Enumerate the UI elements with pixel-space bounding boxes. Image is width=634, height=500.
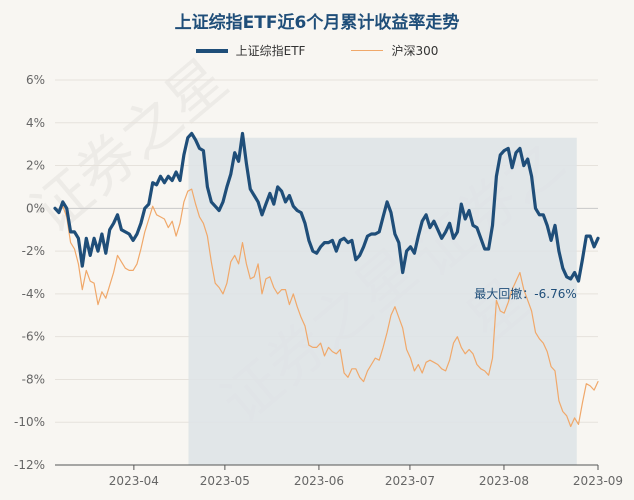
legend-label-hs300: 沪深300 <box>391 44 439 58</box>
x-tick-label: 2023-06 <box>294 474 344 488</box>
y-tick-label: -2% <box>22 244 45 258</box>
y-tick-label: 0% <box>26 201 45 215</box>
chart-title: 上证综指ETF近6个月累计收益率走势 <box>174 13 460 33</box>
x-tick-label: 2023-07 <box>385 474 435 488</box>
x-tick-label: 2023-04 <box>109 474 159 488</box>
y-tick-label: -10% <box>14 415 45 429</box>
x-tick-label: 2023-08 <box>479 474 529 488</box>
series-line-etf <box>53 131 600 283</box>
legend-swatch-hs300 <box>351 49 384 52</box>
series-line-hs300 <box>54 188 599 428</box>
drawdown-region <box>188 137 577 465</box>
legend-label-etf: 上证综指ETF <box>235 44 306 58</box>
y-tick-label: -8% <box>22 372 45 386</box>
legend-swatch-etf <box>195 48 228 53</box>
legend-item-etf: 上证综指ETF <box>195 42 306 59</box>
x-tick-label: 2023-05 <box>200 474 250 488</box>
chart-legend: 上证综指ETF 沪深300 <box>0 42 634 59</box>
max-drawdown-label: 最大回撤：-6.76% <box>474 286 576 301</box>
y-tick-label: 4% <box>26 116 45 130</box>
y-tick-label: 6% <box>26 73 45 87</box>
legend-item-hs300: 沪深300 <box>351 42 438 59</box>
y-tick-label: 2% <box>26 159 45 173</box>
y-tick-label: -4% <box>22 287 45 301</box>
y-tick-label: -12% <box>14 458 45 472</box>
x-tick-label: 2023-09 <box>573 474 623 488</box>
y-tick-label: -6% <box>22 330 45 344</box>
